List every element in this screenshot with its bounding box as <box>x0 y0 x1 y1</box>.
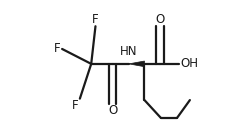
Text: HN: HN <box>120 45 138 58</box>
Text: O: O <box>155 13 165 26</box>
Polygon shape <box>129 61 144 67</box>
Text: OH: OH <box>181 57 199 70</box>
Text: F: F <box>72 99 78 112</box>
Text: F: F <box>92 13 99 26</box>
Text: O: O <box>108 104 117 117</box>
Text: F: F <box>54 43 61 55</box>
